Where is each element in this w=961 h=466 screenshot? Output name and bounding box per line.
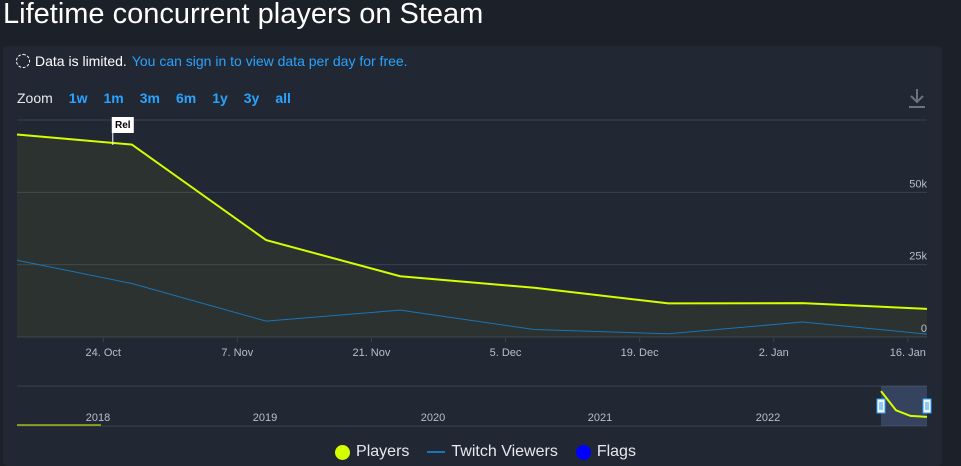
y-tick-label: 25k bbox=[909, 251, 927, 263]
navigator-year-label: 2022 bbox=[756, 412, 780, 424]
legend-item-flags[interactable]: Flags bbox=[576, 443, 636, 461]
x-tick-label: 5. Dec bbox=[490, 347, 522, 359]
legend-line-twitch-viewers bbox=[427, 451, 445, 453]
navigator-year-label: 2019 bbox=[253, 412, 277, 424]
chart-svg: Rel 0 25k 50k 24. Oct 7. Nov 21. Nov 5. Dec 19.… bbox=[0, 0, 961, 440]
navigator-right-handle[interactable] bbox=[923, 399, 931, 413]
legend-item-players[interactable]: Players bbox=[335, 443, 409, 461]
legend-dot-players bbox=[335, 445, 350, 460]
navigator-year-label: 2021 bbox=[588, 412, 612, 424]
x-tick-label: 2. Jan bbox=[759, 347, 789, 359]
legend-item-twitch-viewers[interactable]: Twitch Viewers bbox=[427, 443, 557, 461]
y-tick-label: 50k bbox=[909, 178, 927, 190]
handle-body bbox=[923, 399, 931, 413]
players-area bbox=[17, 135, 927, 338]
x-tick-label: 7. Nov bbox=[221, 347, 253, 359]
legend-dot-flags bbox=[576, 445, 591, 460]
legend-label-flags: Flags bbox=[597, 443, 636, 461]
legend-label-players: Players bbox=[356, 443, 409, 461]
x-tick-label: 16. Jan bbox=[890, 347, 926, 359]
legend-label-twitch-viewers: Twitch Viewers bbox=[451, 443, 557, 461]
y-tick-label: 0 bbox=[921, 323, 927, 335]
navigator-left-handle[interactable] bbox=[877, 399, 885, 413]
flag-label: Rel bbox=[115, 120, 131, 131]
x-tick-label: 19. Dec bbox=[621, 347, 659, 359]
handle-body bbox=[877, 399, 885, 413]
navigator-year-label: 2020 bbox=[421, 412, 445, 424]
navigator-selection bbox=[881, 386, 927, 426]
x-tick-label: 24. Oct bbox=[85, 347, 120, 359]
navigator-year-label: 2018 bbox=[86, 412, 110, 424]
x-tick-label: 21. Nov bbox=[352, 347, 390, 359]
